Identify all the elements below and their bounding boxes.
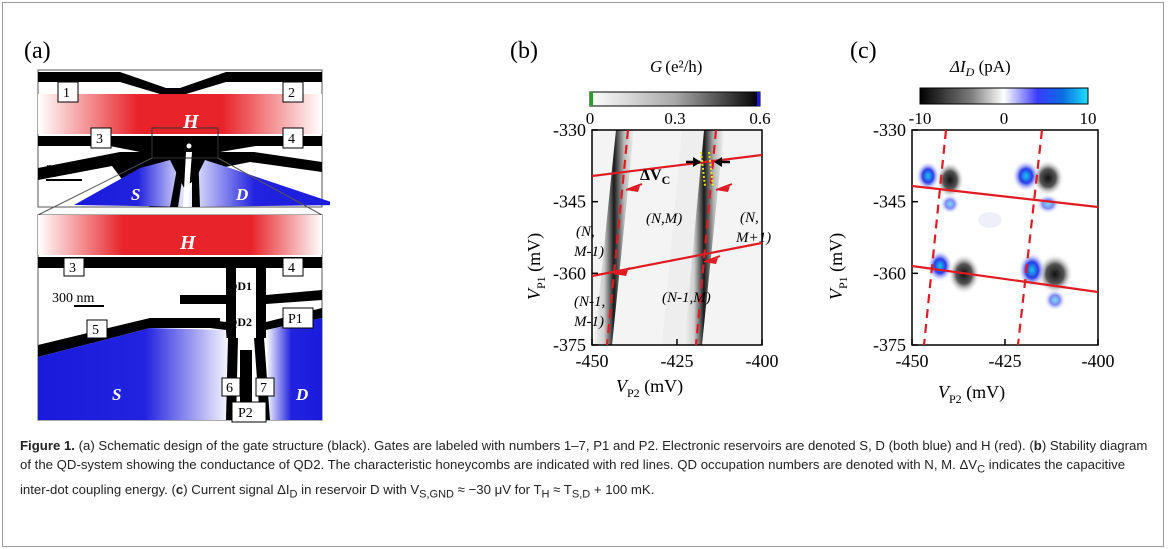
figure-caption: Figure 1. (a) Schematic design of the ga… <box>20 438 1148 501</box>
colorbar-c <box>919 87 1089 105</box>
panel-a-schematic: (a) H S D 1 2 3 4 2µm <box>24 38 330 423</box>
x-tick-label: -400 <box>1082 351 1115 371</box>
zoom-box <box>151 127 219 159</box>
y-tick-label: -345 <box>553 192 586 212</box>
zoom-gate-label-7: 7 <box>260 381 267 396</box>
panel-b-label: (b) <box>510 38 538 64</box>
reservoir-s-zoom <box>38 328 232 420</box>
x-tick-label: -425 <box>661 351 694 371</box>
qd2-label: QD2 <box>228 315 252 329</box>
reservoir-d-zoom <box>266 318 322 420</box>
y-tick-label: -360 <box>553 263 586 283</box>
colorbar-b-tick-label: 0.3 <box>664 109 685 128</box>
occ-n1-m1-b: M-1) <box>573 314 604 330</box>
colorbar-b-tick-label: 0.6 <box>749 109 770 128</box>
x-tick-label: -425 <box>989 351 1022 371</box>
plot-c-area: -450 -425 -400 -330 -345 -360 -375 VP2 (mV) V… <box>826 120 1115 406</box>
occ-n-mp1-a: (N, <box>740 210 759 226</box>
y-axis-label-c: VP1 (mV) <box>826 233 850 300</box>
gate-1-2 <box>38 72 322 94</box>
panel-c-current-signal: (c) ΔID (pA) -10 0 10 -450 -425 -400 <box>826 38 1115 406</box>
label-h-overview: H <box>182 111 200 133</box>
gate-label-4: 4 <box>288 132 295 147</box>
label-d-zoom: D <box>295 385 308 404</box>
y-tick-label: -375 <box>873 335 906 355</box>
x-tick-label: -450 <box>896 351 929 371</box>
occ-n1-m1-a: (N-1, <box>574 294 605 310</box>
zoom-gate-label-5: 5 <box>92 323 99 338</box>
colorbar-c-tick-label: -10 <box>909 109 932 128</box>
x-tick-label: -400 <box>746 351 779 371</box>
scale-300nm: 300 nm <box>52 291 95 306</box>
red-arrows-b <box>613 183 733 276</box>
reservoir-d-overview <box>185 160 330 207</box>
y-tick-label: -330 <box>873 120 906 140</box>
reservoir-h <box>38 94 322 134</box>
occ-n1-m: (N-1,M) <box>662 290 711 306</box>
colorbar-b-tick-label: 0 <box>586 109 595 128</box>
qd1-label: QD1 <box>228 279 252 293</box>
label-d-overview: D <box>235 185 248 204</box>
overview-schematic: H S D 1 2 3 4 2µm <box>37 69 330 208</box>
colorbar-b-title: G (e²/h) <box>650 57 702 76</box>
y-tick-label: -375 <box>553 335 586 355</box>
panel-c-label: (c) <box>850 38 877 64</box>
colorbar-c-title: ΔID (pA) <box>949 57 1011 79</box>
gate-label-3: 3 <box>96 132 103 147</box>
plot-b-area: ΔVC (N,M) (N, M-1) (N-1, M-1) (N-1,M) (N… <box>524 120 779 400</box>
colorbar-c-tick-label: 10 <box>1080 109 1097 128</box>
occ-n-m1-b: M-1) <box>573 244 604 260</box>
delta-vc-label: ΔVC <box>640 167 670 187</box>
label-h-zoom: H <box>179 232 197 254</box>
occ-n-m1-a: (N, <box>576 224 595 240</box>
zoom-schematic: H S D QD1 QD2 3 4 5 6 7 P1 P2 300 nm <box>37 214 323 423</box>
reservoir-s-overview <box>74 160 190 207</box>
zoom-gate-label-6: 6 <box>226 381 233 396</box>
scale-2um: 2µm <box>46 163 72 178</box>
y-tick-label: -360 <box>873 263 906 283</box>
occ-n-mp1-b: M+1) <box>735 230 771 246</box>
x-axis-label-b: VP2 (mV) <box>616 376 683 400</box>
honeycomb-lines-b <box>592 130 762 345</box>
colorbar-c-tick-label: 0 <box>1000 109 1009 128</box>
zoom-gate-label-4: 4 <box>288 261 295 276</box>
x-axis-label-c: VP2 (mV) <box>938 382 1005 406</box>
x-tick-label: -450 <box>576 351 609 371</box>
gate-label-1: 1 <box>63 86 70 101</box>
y-axis-label-b: VP1 (mV) <box>524 233 548 300</box>
colorbar-b <box>589 91 761 107</box>
zoom-gate-label-3: 3 <box>69 261 76 276</box>
panel-b-stability-diagram: (b) G (e²/h) 0 0.3 0.6 ΔVC <box>510 38 779 400</box>
y-tick-label: -345 <box>873 192 906 212</box>
reservoir-h-zoom <box>38 215 322 255</box>
y-tick-label: -330 <box>553 120 586 140</box>
label-s-zoom: S <box>112 385 121 404</box>
occ-nm: (N,M) <box>646 211 682 227</box>
label-s-overview: S <box>131 185 140 204</box>
panel-a-label: (a) <box>24 38 51 64</box>
honeycomb-lines-c <box>912 130 1098 345</box>
gate-label-2: 2 <box>288 86 295 101</box>
zoom-gate-label-p2: P2 <box>238 406 253 421</box>
zoom-gate-label-p1: P1 <box>288 312 303 327</box>
